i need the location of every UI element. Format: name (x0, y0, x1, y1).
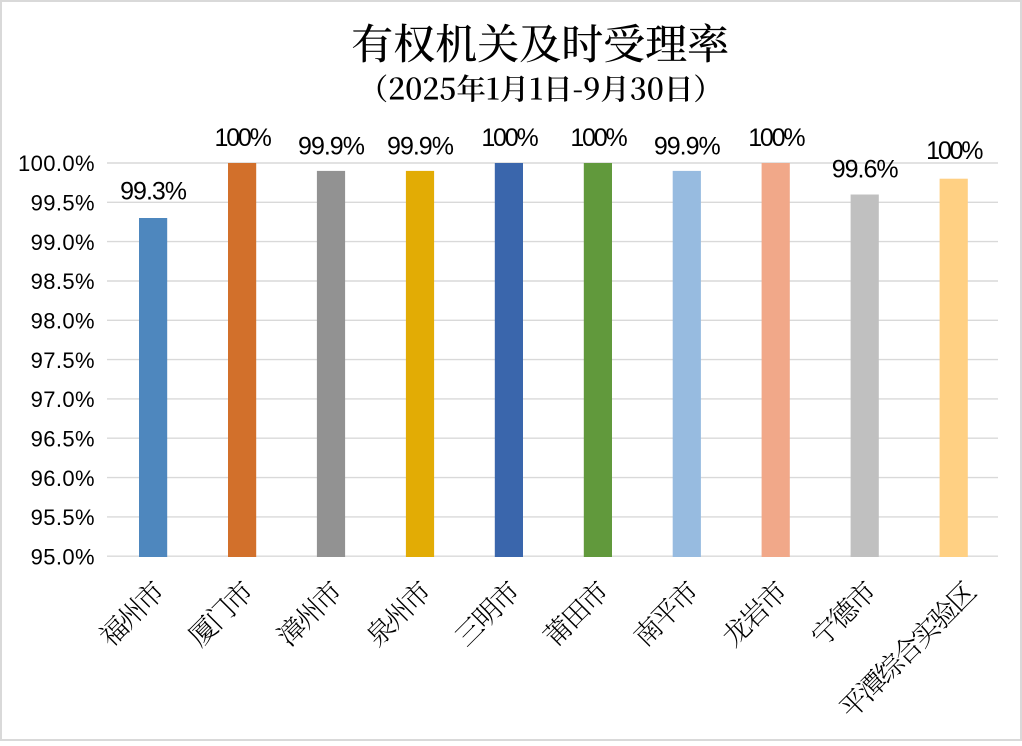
svg-text:99.6%: 99.6% (832, 156, 899, 184)
svg-text:100%: 100% (926, 137, 983, 165)
svg-text:96.5%: 96.5% (31, 426, 95, 451)
svg-text:100.0%: 100.0% (18, 151, 95, 176)
svg-text:100%: 100% (570, 124, 627, 152)
svg-text:95.0%: 95.0% (31, 544, 95, 569)
svg-text:97.0%: 97.0% (31, 387, 95, 412)
svg-text:99.5%: 99.5% (31, 191, 95, 216)
svg-text:95.5%: 95.5% (31, 505, 95, 530)
svg-text:97.5%: 97.5% (31, 348, 95, 373)
svg-text:99.9%: 99.9% (387, 132, 454, 160)
svg-text:98.0%: 98.0% (31, 309, 95, 334)
svg-text:100%: 100% (481, 124, 538, 152)
svg-text:99.3%: 99.3% (120, 178, 187, 206)
svg-text:96.0%: 96.0% (31, 466, 95, 491)
svg-text:100%: 100% (215, 124, 272, 152)
svg-text:99.9%: 99.9% (654, 132, 721, 160)
svg-text:99.9%: 99.9% (298, 132, 365, 160)
svg-text:98.5%: 98.5% (31, 269, 95, 294)
svg-text:99.0%: 99.0% (31, 230, 95, 255)
svg-text:100%: 100% (748, 124, 805, 152)
